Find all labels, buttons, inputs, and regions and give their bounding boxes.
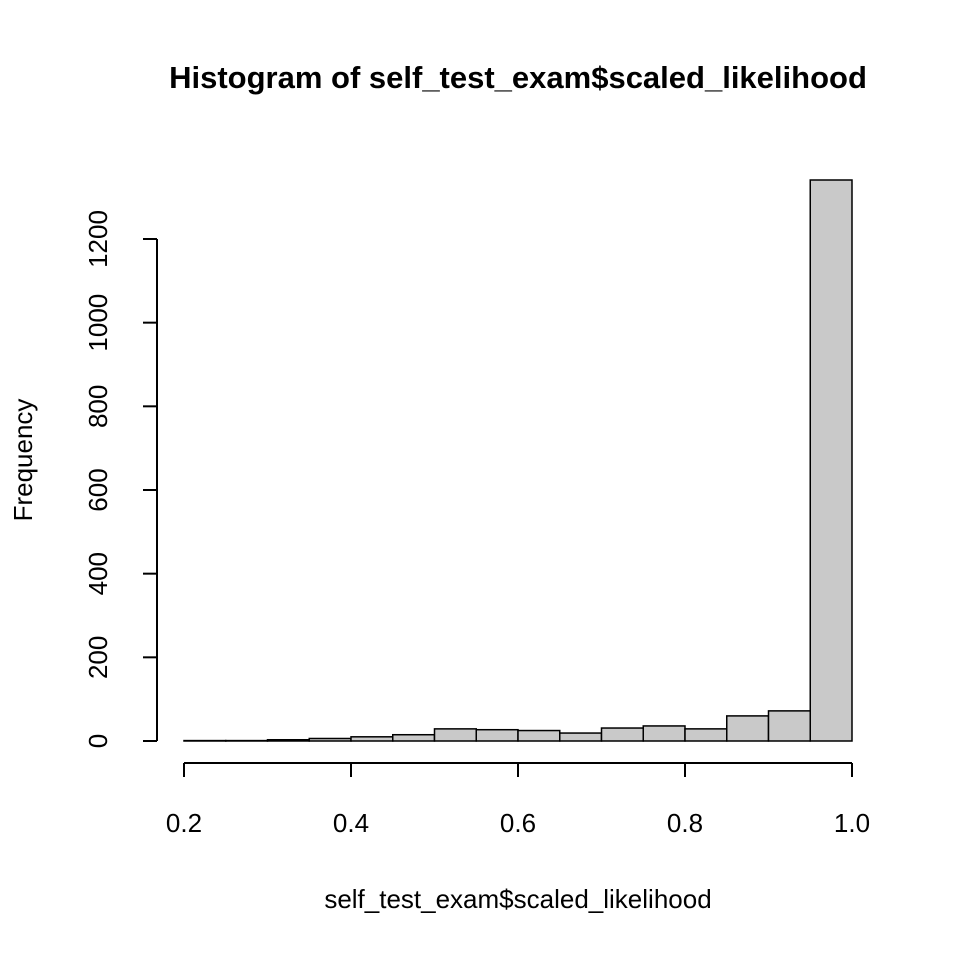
- y-tick-label: 200: [83, 636, 113, 679]
- y-tick-label: 1000: [83, 294, 113, 352]
- y-tick-label: 800: [83, 385, 113, 428]
- bar: [767, 710, 811, 742]
- bar: [475, 728, 519, 742]
- bar: [433, 728, 477, 742]
- y-tick-label: 400: [83, 552, 113, 595]
- y-tick-label: 1200: [83, 210, 113, 268]
- y-tick-label: 0: [83, 734, 113, 748]
- bar: [392, 733, 436, 742]
- x-tick-label: 0.2: [166, 808, 202, 838]
- x-tick-label: 0.8: [667, 808, 703, 838]
- y-axis-label: Frequency: [8, 399, 38, 522]
- bar: [350, 736, 394, 742]
- bar: [559, 732, 603, 742]
- chart-title: Histogram of self_test_exam$scaled_likel…: [169, 60, 867, 95]
- y-tick-label: 600: [83, 468, 113, 511]
- bar: [266, 738, 310, 742]
- x-axis-label: self_test_exam$scaled_likelihood: [324, 884, 711, 914]
- bar: [642, 725, 686, 742]
- x-tick-label: 0.4: [333, 808, 369, 838]
- bar: [517, 729, 561, 742]
- x-tick-label: 1.0: [834, 808, 870, 838]
- bar: [600, 727, 644, 742]
- bar: [809, 179, 853, 742]
- x-tick-label: 0.6: [500, 808, 536, 838]
- bar: [684, 728, 728, 742]
- bar: [726, 715, 770, 742]
- bar: [308, 737, 352, 742]
